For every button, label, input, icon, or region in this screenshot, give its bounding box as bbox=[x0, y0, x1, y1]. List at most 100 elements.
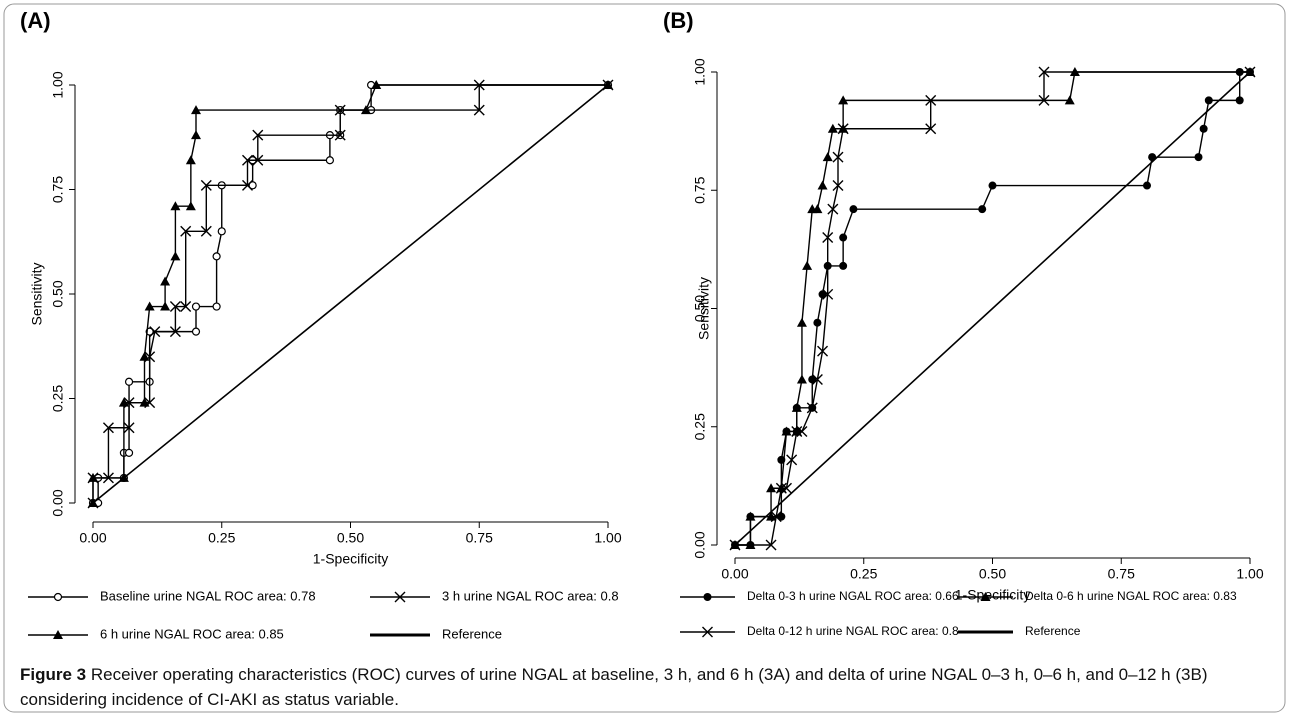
point bbox=[849, 205, 858, 214]
point bbox=[802, 260, 813, 270]
roc-curve bbox=[735, 71, 1250, 546]
point bbox=[252, 129, 264, 141]
point bbox=[242, 179, 253, 191]
point bbox=[88, 472, 98, 482]
point bbox=[775, 482, 787, 494]
y-tick-label: 0.25 bbox=[692, 413, 708, 440]
point bbox=[777, 512, 786, 521]
point bbox=[806, 402, 818, 414]
legend-marker bbox=[53, 630, 63, 639]
legend-marker bbox=[394, 591, 406, 603]
point bbox=[169, 326, 181, 338]
x-tick-label: 0.25 bbox=[850, 566, 877, 582]
point bbox=[766, 483, 777, 493]
point bbox=[185, 155, 196, 165]
x-tick-label: 0.75 bbox=[466, 530, 493, 546]
x-tick-label: 0.00 bbox=[79, 530, 106, 546]
point bbox=[144, 301, 155, 311]
point bbox=[118, 397, 129, 407]
point bbox=[786, 454, 798, 466]
point bbox=[822, 152, 833, 162]
x-tick-label: 0.75 bbox=[1108, 566, 1135, 582]
point bbox=[781, 482, 792, 494]
legend-label: Delta 0-12 h urine NGAL ROC area: 0.8 bbox=[747, 624, 959, 638]
point bbox=[817, 180, 828, 190]
point bbox=[796, 425, 808, 437]
point bbox=[817, 345, 829, 357]
point bbox=[988, 181, 997, 190]
point bbox=[200, 225, 212, 237]
point bbox=[169, 301, 181, 313]
point bbox=[252, 154, 264, 166]
y-tick-label: 0.50 bbox=[50, 280, 66, 307]
roc-curve bbox=[734, 71, 1251, 546]
point bbox=[191, 105, 201, 115]
y-axis-label: Sensitivity bbox=[696, 277, 712, 340]
x-tick-label: 0.50 bbox=[337, 530, 364, 546]
point bbox=[1199, 124, 1208, 133]
point bbox=[839, 261, 848, 270]
point bbox=[124, 448, 134, 457]
point bbox=[334, 129, 346, 141]
caption: Figure 3 Receiver operating characterist… bbox=[20, 662, 1265, 712]
point bbox=[185, 201, 196, 211]
point bbox=[812, 204, 823, 214]
x-tick-label: 0.25 bbox=[208, 530, 235, 546]
point bbox=[191, 327, 201, 336]
point bbox=[139, 397, 150, 407]
point bbox=[832, 180, 844, 192]
point bbox=[796, 317, 807, 327]
legend-label: 6 h urine NGAL ROC area: 0.85 bbox=[100, 626, 284, 641]
point bbox=[765, 539, 777, 551]
caption-text: Receiver operating characteristics (ROC)… bbox=[20, 665, 1208, 709]
point bbox=[745, 511, 756, 521]
point bbox=[473, 104, 485, 116]
point bbox=[822, 232, 834, 244]
point bbox=[839, 233, 848, 242]
y-tick-label: 0.00 bbox=[692, 531, 708, 558]
point bbox=[813, 318, 822, 327]
x-tick-label: 1.00 bbox=[1236, 566, 1263, 582]
point bbox=[808, 375, 817, 384]
point bbox=[781, 426, 792, 436]
x-tick-label: 0.50 bbox=[979, 566, 1006, 582]
y-tick-label: 0.75 bbox=[50, 176, 66, 203]
point bbox=[160, 276, 171, 286]
figure-border bbox=[3, 3, 1286, 713]
legend-marker bbox=[53, 592, 63, 602]
point bbox=[212, 302, 221, 311]
point bbox=[1038, 66, 1050, 78]
point bbox=[838, 95, 849, 105]
point bbox=[160, 301, 171, 311]
point bbox=[925, 94, 937, 106]
legend-label: Baseline urine NGAL ROC area: 0.78 bbox=[100, 588, 316, 603]
point bbox=[212, 252, 221, 261]
point bbox=[325, 156, 334, 165]
point bbox=[822, 288, 834, 300]
point bbox=[925, 123, 937, 135]
point bbox=[124, 377, 134, 386]
point bbox=[1143, 181, 1151, 190]
roc-curve bbox=[92, 84, 608, 503]
y-tick-label: 0.25 bbox=[50, 385, 66, 412]
point bbox=[217, 227, 226, 236]
point bbox=[796, 374, 807, 384]
legend-label: 3 h urine NGAL ROC area: 0.8 bbox=[442, 588, 619, 603]
point bbox=[811, 373, 823, 385]
point bbox=[191, 302, 201, 311]
point bbox=[827, 203, 839, 215]
roc-curve bbox=[92, 84, 609, 504]
point bbox=[1038, 94, 1050, 106]
point bbox=[791, 402, 802, 412]
y-tick-label: 0.00 bbox=[50, 489, 66, 516]
caption-label: Figure 3 bbox=[20, 665, 87, 684]
legend-marker bbox=[980, 592, 991, 601]
point bbox=[1235, 96, 1244, 105]
point bbox=[180, 225, 192, 237]
point bbox=[191, 130, 201, 140]
roc-curve bbox=[92, 84, 608, 503]
legend-label: Reference bbox=[1025, 624, 1081, 638]
point bbox=[180, 301, 192, 313]
